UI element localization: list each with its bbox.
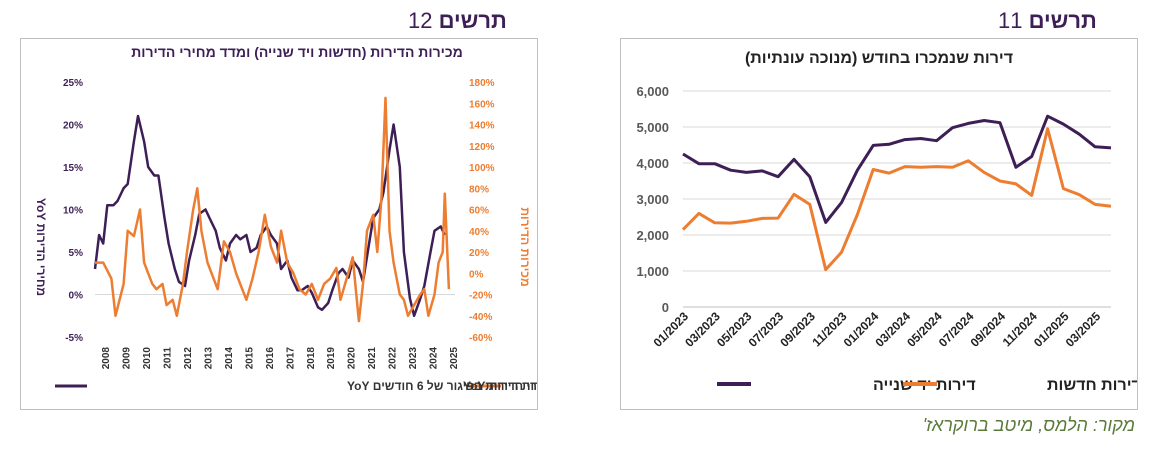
source-note: מקור: הלמס, מיטב ברוקראז' (922, 415, 1135, 435)
chart-12-x-tick: 2022 (388, 347, 399, 370)
chart-11-x-tick: 09/2024 (968, 309, 1009, 350)
chart-11-legend: דירות יד שנייה דירות חדשות (717, 377, 1141, 394)
chart-11-y-tick: 3,000 (636, 192, 669, 207)
figure-12-heading: תרשים 12 (408, 8, 507, 34)
chart-12-x-tick: 2008 (101, 347, 112, 370)
chart-11-svg: דירות שנמכרו בחודש (מנוכה עונתיות) 0 1,00… (636, 50, 1141, 394)
chart-12-left-axis-label: מחירי הדירות YoY (34, 198, 48, 296)
chart-12-left-tick: 10% (63, 206, 83, 217)
chart-11-y-tick: 2,000 (636, 228, 669, 243)
chart-12-x-tick: 2023 (408, 347, 419, 370)
figure-11-heading: תרשים 11 (998, 8, 1097, 34)
chart-12-legend-prices: מחירי הדירות בפיגור של 6 חודשים YoY (347, 379, 537, 393)
figure-12-number: 12 (408, 8, 433, 33)
chart-12-panel: מכירות הדירות (חדשות ויד שנייה) ומדד מחי… (20, 38, 560, 410)
chart-12-right-tick: 80% (469, 184, 489, 195)
chart-12-x-tick: 2025 (449, 347, 460, 370)
chart-11-series-new-line (681, 127, 1112, 272)
chart-12-x-tick: 2016 (265, 347, 276, 370)
chart-12-left-tick: 5% (69, 248, 84, 259)
chart-12-x-tick: 2024 (429, 347, 440, 370)
chart-12-x-tick: 2014 (224, 347, 235, 370)
chart-12-svg: מכירות הדירות (חדשות ויד שנייה) ומדד מחי… (34, 44, 560, 393)
chart-12-series-prices-line (93, 114, 446, 318)
chart-12-legend: מכירות דירות YoY מחירי הדירות בפיגור של … (55, 379, 560, 393)
chart-11-y-tick: 6,000 (636, 84, 669, 99)
chart-12-x-tick: 2011 (163, 347, 174, 369)
chart-11-series-second-hand-line (682, 114, 1112, 224)
chart-12-left-tick: -5% (65, 333, 83, 344)
chart-11-y-tick: 0 (662, 300, 669, 315)
chart-12-x-tick: 2009 (122, 347, 133, 370)
figure-11-word: תרשים (1028, 8, 1097, 33)
chart-12-right-axis-label: מכירות הדירות (518, 207, 532, 286)
chart-11-title: דירות שנמכרו בחודש (מנוכה עונתיות) (745, 50, 1013, 67)
figure-12-word: תרשים (438, 8, 507, 33)
chart-11-x-tick: 09/2023 (777, 309, 818, 350)
chart-12-x-tick: 2012 (183, 347, 194, 370)
chart-12-right-tick: 0% (469, 269, 484, 280)
chart-11-x-tick: 03/2025 (1063, 309, 1104, 350)
chart-12-x-tick: 2020 (347, 347, 358, 370)
chart-12-x-tick: 2010 (142, 347, 153, 370)
chart-12-right-tick: 140% (469, 121, 495, 132)
chart-12-left-tick: 15% (63, 163, 83, 174)
chart-11-panel: דירות שנמכרו בחודש (מנוכה עונתיות) 0 1,00… (620, 38, 1141, 410)
chart-12-right-tick: 20% (469, 248, 489, 259)
chart-12-right-tick: 160% (469, 99, 495, 110)
chart-12-left-tick: 0% (69, 291, 84, 302)
chart-11-y-tick: 1,000 (636, 264, 669, 279)
chart-12-x-tick: 2017 (285, 347, 296, 370)
chart-12-right-tick: 180% (469, 78, 495, 89)
figure-11-number: 11 (998, 8, 1023, 33)
chart-12-right-tick: 100% (469, 163, 495, 174)
chart-12-x-tick: 2013 (204, 347, 215, 370)
chart-12-right-tick: 60% (469, 206, 489, 217)
chart-11-legend-new: דירות חדשות (1047, 377, 1137, 394)
chart-11-y-tick: 4,000 (636, 156, 669, 171)
chart-12-x-tick: 2018 (306, 347, 317, 370)
chart-12-left-tick: 20% (63, 121, 83, 132)
chart-12-x-tick: 2021 (367, 347, 378, 370)
chart-12-legend-sales: מכירות דירות YoY (463, 379, 537, 393)
chart-12-right-tick: -60% (469, 333, 492, 344)
chart-12-right-tick: -40% (469, 312, 492, 323)
chart-12-series-sales-line (95, 96, 451, 323)
chart-12-x-tick: 2019 (326, 347, 337, 370)
chart-12-title: מכירות הדירות (חדשות ויד שנייה) ומדד מחי… (131, 44, 463, 60)
chart-11-y-tick: 5,000 (636, 120, 669, 135)
chart-12-left-tick: 25% (63, 78, 83, 89)
chart-12-right-tick: -20% (469, 291, 492, 302)
chart-12-right-tick: 40% (469, 227, 489, 238)
chart-12-x-tick: 2015 (244, 347, 255, 370)
chart-12-right-tick: 120% (469, 142, 495, 153)
